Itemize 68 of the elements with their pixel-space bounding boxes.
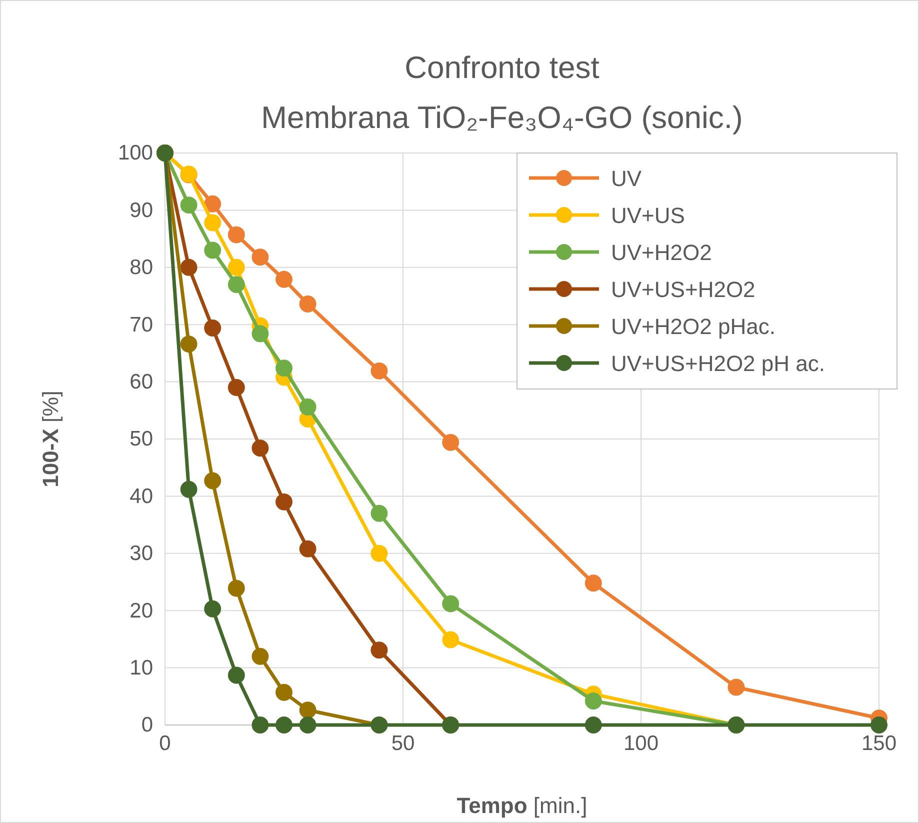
legend-label: UV+US+H2O2 (611, 277, 756, 302)
point (180, 258, 198, 276)
y-tick-label: 70 (130, 313, 153, 336)
y-axis-title: 100-X [%] (38, 390, 63, 488)
chart-title: Confronto test (404, 50, 600, 85)
y-tick-label: 80 (130, 256, 153, 280)
point (276, 493, 292, 510)
point (180, 196, 198, 214)
point (204, 472, 222, 490)
point (180, 336, 198, 353)
point (442, 595, 460, 612)
x-tick-label: 100 (623, 732, 659, 755)
y-tick-label: 30 (130, 542, 153, 566)
point (180, 480, 198, 498)
y-tick-label: 20 (130, 599, 153, 622)
legend-label: UV+US+H2O2 pH ac. (611, 351, 825, 376)
legend-label: UV+H2O2 (611, 240, 712, 265)
y-tick-label: 40 (130, 484, 153, 508)
point (204, 600, 222, 618)
point (228, 276, 245, 294)
point (299, 296, 316, 312)
point (228, 226, 245, 244)
point (252, 248, 269, 266)
x-axis-title: Tempo [min.] (456, 793, 588, 818)
point (299, 716, 316, 734)
point (252, 440, 269, 457)
point (276, 270, 292, 288)
x-tick-label: 50 (391, 732, 415, 755)
point (584, 692, 602, 710)
point (252, 325, 269, 342)
point (584, 574, 602, 592)
point (870, 716, 888, 734)
point (370, 544, 388, 562)
point (252, 716, 269, 734)
y-tick-label: 100 (118, 142, 153, 165)
point (299, 398, 316, 416)
point (276, 716, 292, 734)
point (252, 648, 269, 665)
legend-label: UV+US (611, 203, 685, 228)
point (228, 379, 245, 396)
y-tick-label: 0 (141, 714, 153, 737)
point (204, 320, 222, 336)
point (442, 631, 460, 648)
point (228, 258, 245, 276)
point (204, 214, 222, 232)
x-tick-label: 0 (159, 732, 171, 755)
point (370, 504, 388, 522)
point (204, 195, 222, 212)
point (370, 362, 388, 380)
legend-label: UV (611, 166, 642, 191)
chart-subtitle: Membrana TiO₂-Fe₃O₄-GO (sonic.) (261, 100, 743, 135)
point (276, 684, 292, 701)
point (442, 434, 460, 451)
y-tick-label: 90 (130, 198, 153, 222)
point (584, 716, 602, 734)
point (370, 642, 388, 659)
point (204, 242, 222, 259)
point (276, 360, 292, 377)
y-tick-label: 10 (130, 656, 153, 680)
y-tick-label: 50 (130, 428, 153, 451)
y-tick-label: 60 (130, 370, 153, 394)
legend-label: UV+H2O2 pHac. (611, 314, 776, 339)
point (299, 702, 316, 719)
point (728, 678, 745, 696)
point (228, 666, 245, 684)
point (299, 540, 316, 558)
point (228, 580, 245, 597)
x-tick-label: 150 (861, 732, 897, 755)
